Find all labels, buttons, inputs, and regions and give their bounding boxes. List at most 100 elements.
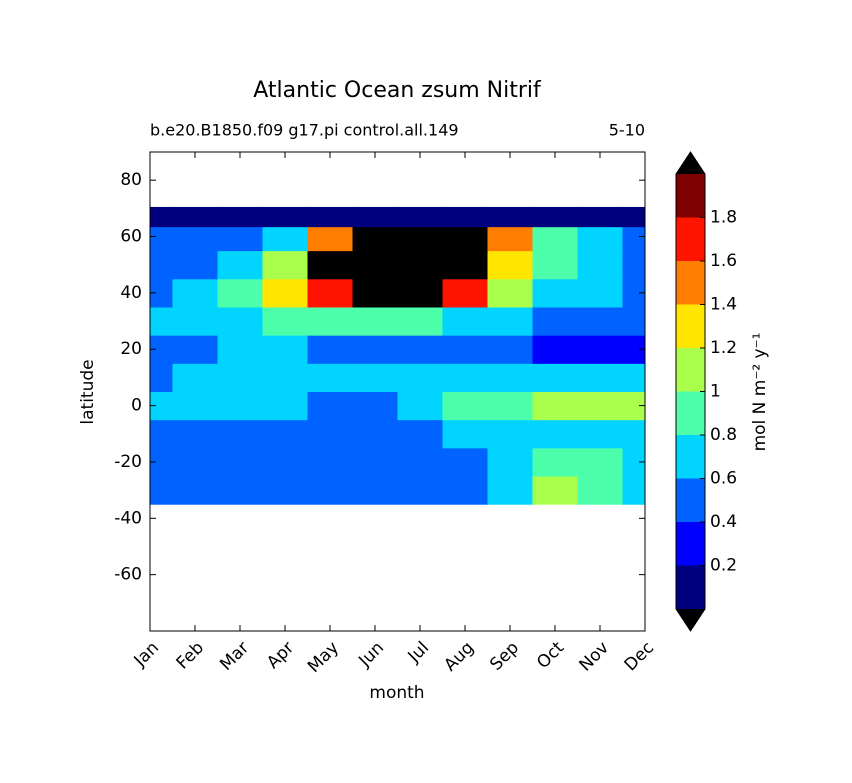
contour-cell bbox=[442, 278, 488, 308]
contour-cell bbox=[217, 226, 263, 252]
colorbar-box bbox=[676, 348, 705, 392]
x-tick-label: Apr bbox=[263, 638, 298, 673]
contour-cell bbox=[487, 306, 533, 336]
contour-cell bbox=[262, 306, 308, 336]
x-tick-label: Dec bbox=[621, 638, 658, 675]
contour-cell bbox=[352, 335, 398, 364]
contour-cell bbox=[532, 391, 578, 421]
contour-cell bbox=[172, 226, 218, 252]
contour-cell bbox=[262, 447, 308, 477]
contour-cell bbox=[577, 363, 623, 392]
colorbar-label: mol N m⁻² y⁻¹ bbox=[750, 333, 770, 452]
contour-cell bbox=[577, 476, 623, 505]
contour-cell bbox=[622, 476, 646, 505]
contour-cell bbox=[262, 278, 308, 308]
contour-cell bbox=[217, 476, 263, 505]
contour-cell bbox=[172, 250, 218, 280]
contour-cell bbox=[262, 335, 308, 364]
contour-cell bbox=[150, 226, 173, 252]
y-tick-label: 0 bbox=[131, 396, 142, 416]
contour-cell bbox=[307, 335, 353, 364]
contour-cell bbox=[487, 419, 533, 449]
contour-cell bbox=[532, 419, 578, 449]
contour-cell bbox=[577, 447, 623, 477]
contour-cell bbox=[577, 250, 623, 280]
contour-cell bbox=[172, 335, 218, 364]
x-axis-label: month bbox=[369, 683, 424, 703]
contour-cell bbox=[150, 278, 173, 308]
colorbar-box bbox=[676, 174, 705, 218]
contour-cell bbox=[577, 278, 623, 308]
x-tick-label: May bbox=[304, 638, 343, 677]
y-tick-label: -40 bbox=[114, 508, 142, 528]
contour-cell bbox=[577, 306, 623, 336]
contour-cell bbox=[217, 447, 263, 477]
contour-cell bbox=[150, 250, 173, 280]
contour-cell bbox=[307, 278, 353, 308]
contour-cell bbox=[622, 363, 646, 392]
contour-cell bbox=[150, 391, 173, 421]
contour-cell bbox=[172, 278, 218, 308]
contour-cell bbox=[307, 447, 353, 477]
contour-cell bbox=[487, 447, 533, 477]
contour-cell bbox=[442, 206, 488, 228]
contour-cell bbox=[172, 447, 218, 477]
colorbar-tick-label: 1 bbox=[710, 382, 721, 402]
contour-cell bbox=[307, 476, 353, 505]
contour-cell bbox=[262, 226, 308, 252]
contour-cell bbox=[217, 250, 263, 280]
contour-cell bbox=[487, 335, 533, 364]
contour-cell bbox=[397, 250, 443, 280]
y-tick-label: -60 bbox=[114, 565, 142, 585]
contour-cell bbox=[532, 306, 578, 336]
colorbar-box bbox=[676, 565, 705, 609]
contour-cell bbox=[622, 306, 646, 336]
contour-cell bbox=[217, 363, 263, 392]
contour-cell bbox=[532, 226, 578, 252]
x-tick-label: Jan bbox=[130, 638, 163, 671]
colorbar-box bbox=[676, 217, 705, 261]
contour-cell bbox=[172, 306, 218, 336]
contour-cell bbox=[217, 391, 263, 421]
contour-cell bbox=[622, 391, 646, 421]
colorbar-box bbox=[676, 522, 705, 566]
y-tick-label: -20 bbox=[114, 452, 142, 472]
contour-cell bbox=[397, 391, 443, 421]
contour-cell bbox=[150, 335, 173, 364]
contour-cell bbox=[262, 363, 308, 392]
colorbar-frame bbox=[675, 151, 706, 632]
contour-cell bbox=[397, 419, 443, 449]
contour-cell bbox=[150, 476, 173, 505]
contour-cell bbox=[487, 391, 533, 421]
contour-cell bbox=[577, 206, 623, 228]
contour-cell bbox=[262, 206, 308, 228]
contour-cell bbox=[622, 447, 646, 477]
contour-cell bbox=[442, 306, 488, 336]
contour-cell bbox=[442, 476, 488, 505]
contour-cell bbox=[307, 391, 353, 421]
contour-cell bbox=[352, 306, 398, 336]
colorbar-tick-label: 0.8 bbox=[710, 425, 737, 445]
contour-cell bbox=[262, 250, 308, 280]
contour-cell bbox=[397, 278, 443, 308]
contour-cell bbox=[532, 363, 578, 392]
contour-cell bbox=[352, 476, 398, 505]
contour-cell bbox=[307, 226, 353, 252]
contour-cell bbox=[352, 419, 398, 449]
contour-cell bbox=[532, 447, 578, 477]
contour-cell bbox=[352, 363, 398, 392]
contour-cell bbox=[442, 250, 488, 280]
contour-cell bbox=[532, 278, 578, 308]
contour-cell bbox=[442, 226, 488, 252]
contour-cell bbox=[307, 306, 353, 336]
y-tick-label: 60 bbox=[120, 227, 142, 247]
subtitle-left: b.e20.B1850.f09 g17.pi control.all.149 bbox=[150, 121, 459, 140]
contour-cell bbox=[217, 335, 263, 364]
contour-cell bbox=[397, 206, 443, 228]
colorbar-box bbox=[676, 261, 705, 305]
contour-cell bbox=[172, 206, 218, 228]
contour-cell bbox=[172, 391, 218, 421]
contour-cell bbox=[622, 335, 646, 364]
contour-cell bbox=[442, 447, 488, 477]
